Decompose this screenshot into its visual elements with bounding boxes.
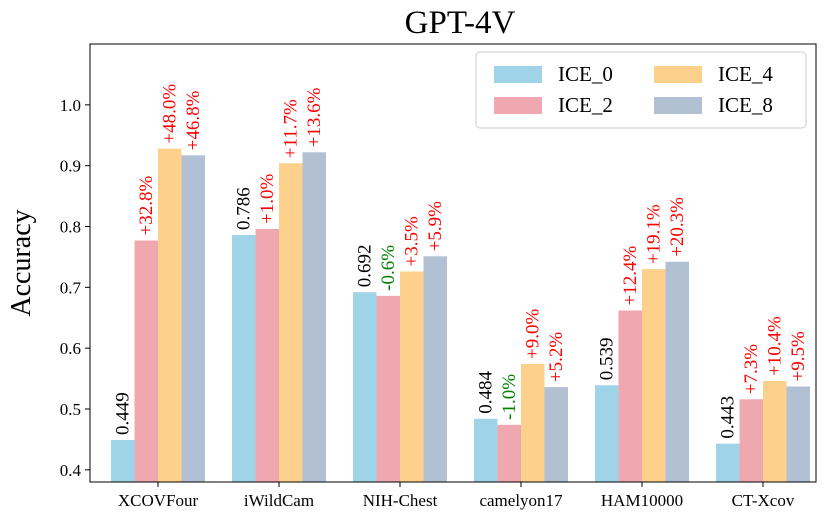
bar-value-label: +20.3% [667, 197, 688, 257]
bar-value-label: +1.0% [257, 173, 278, 223]
x-tick-label: camelyon17 [479, 491, 563, 510]
bar-value-label: 0.692 [355, 244, 376, 287]
bar-value-label: +3.5% [402, 216, 423, 266]
bar-ice0-ham10000 [595, 385, 619, 482]
chart-title: GPT-4V [405, 5, 516, 41]
bar-ice4-xcovfour [158, 148, 182, 482]
bar-value-label: +7.3% [741, 344, 762, 394]
bar-value-label: +11.7% [281, 99, 302, 158]
bar-ice8-nih-chest [423, 256, 447, 482]
bar-value-label: 0.786 [234, 187, 255, 230]
bar-ice8-iwildcam [302, 152, 326, 483]
bar-ice0-iwildcam [232, 235, 256, 482]
bar-ice8-ct-xcov [786, 386, 810, 482]
bar-value-label: +46.8% [183, 90, 204, 150]
y-tick-label: 0.6 [60, 339, 81, 358]
plot-frame [89, 43, 817, 483]
bar-ice2-ct-xcov [739, 399, 763, 482]
legend-label: ICE_0 [558, 62, 613, 86]
bar-value-label: 0.443 [718, 396, 739, 439]
bar-ice2-iwildcam [255, 228, 279, 482]
bar-value-label: +9.5% [788, 331, 809, 381]
bar-value-label: 0.539 [597, 338, 618, 381]
bar-value-label: +10.4% [765, 316, 786, 376]
bar-ice2-xcovfour [134, 240, 158, 482]
bar-ice4-nih-chest [400, 271, 424, 482]
legend-label: ICE_4 [718, 62, 773, 86]
bar-value-label: +12.4% [620, 245, 641, 305]
legend-swatch-ice0 [494, 66, 542, 83]
legend-label: ICE_8 [718, 93, 773, 117]
y-tick-label: 0.7 [60, 278, 82, 297]
x-tick-label: HAM10000 [601, 491, 683, 510]
legend-box [475, 51, 807, 129]
x-tick-label: NIH-Chest [363, 491, 438, 510]
bar-ice8-camelyon17 [544, 387, 568, 482]
bar-value-label: +19.1% [644, 204, 665, 264]
y-tick-label: 0.8 [60, 218, 81, 237]
bar-ice0-nih-chest [353, 292, 377, 482]
bar-ice4-iwildcam [279, 163, 303, 482]
bar-ice8-ham10000 [665, 261, 689, 482]
bar-value-label: +5.2% [546, 332, 567, 382]
legend-swatch-ice8 [654, 97, 702, 114]
bar-value-label: +13.6% [304, 87, 325, 147]
bar-ice4-camelyon17 [521, 363, 545, 482]
bar-value-label: +9.0% [523, 309, 544, 359]
x-tick-label: CT-Xcov [732, 491, 795, 510]
bar-ice0-camelyon17 [474, 418, 498, 482]
bar-value-label: +32.8% [136, 176, 157, 236]
x-tick-label: iWildCam [244, 491, 314, 510]
bar-ice4-ct-xcov [763, 381, 787, 482]
legend-label: ICE_2 [558, 93, 613, 117]
bar-ice8-xcovfour [181, 155, 205, 482]
legend-swatch-ice2 [494, 97, 542, 114]
legend-swatch-ice4 [654, 66, 702, 83]
bar-value-label: -0.6% [378, 245, 399, 291]
bar-ice4-ham10000 [642, 269, 666, 482]
bar-ice2-ham10000 [618, 310, 642, 482]
bar-ice2-nih-chest [376, 295, 400, 482]
y-axis-label: Accuracy [6, 209, 37, 316]
x-tick-label: XCOVFour [118, 491, 199, 510]
y-tick-label: 0.9 [60, 157, 81, 176]
bar-value-label: +48.0% [160, 84, 181, 144]
bar-value-label: +5.9% [425, 201, 446, 251]
bar-ice0-xcovfour [111, 440, 135, 482]
bar-value-label: 0.484 [476, 370, 497, 413]
y-tick-label: 1.0 [60, 96, 81, 115]
bar-value-label: 0.449 [113, 392, 134, 435]
y-tick-label: 0.5 [60, 400, 81, 419]
y-tick-label: 0.4 [60, 461, 82, 480]
bar-ice2-camelyon17 [497, 424, 521, 482]
bar-ice0-ct-xcov [716, 443, 740, 482]
bar-value-label: -1.0% [499, 374, 520, 420]
